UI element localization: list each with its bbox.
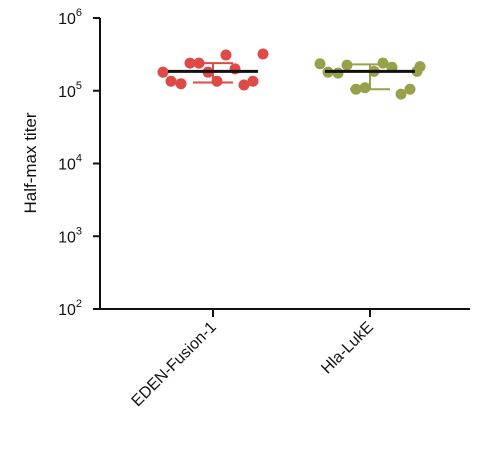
y-tick-label: 106 (58, 7, 82, 28)
data-point (239, 79, 250, 90)
data-point (315, 58, 326, 69)
series-1 (158, 49, 269, 91)
x-category-label: EDEN-Fusion-1 (129, 319, 220, 410)
y-tick-exponent: 6 (76, 7, 82, 19)
data-point (166, 76, 177, 87)
data-point (333, 68, 344, 79)
y-tick-base: 10 (58, 157, 76, 174)
data-point (258, 49, 269, 60)
data-point (360, 82, 371, 93)
series-2 (315, 58, 426, 100)
data-point (212, 76, 223, 87)
y-tick-base: 10 (58, 11, 76, 28)
data-point (221, 50, 232, 61)
data-point (176, 78, 187, 89)
y-tick-base: 10 (58, 84, 76, 101)
axes (99, 18, 470, 309)
y-axis-label: Half-max titer (21, 112, 40, 213)
y-tick-exponent: 2 (76, 298, 82, 310)
y-tick-exponent: 4 (76, 153, 82, 165)
data-point (396, 89, 407, 100)
data-layer (158, 49, 426, 100)
y-tick-exponent: 5 (76, 80, 82, 92)
x-ticks: EDEN-Fusion-1 Hla-LukE (129, 309, 377, 410)
data-point (185, 58, 196, 69)
data-point (378, 58, 389, 69)
x-category-label: Hla-LukE (318, 319, 377, 378)
y-tick-exponent: 3 (76, 225, 82, 237)
y-tick-base: 10 (58, 229, 76, 246)
y-tick-label: 103 (58, 225, 82, 246)
y-tick-label: 102 (58, 298, 82, 319)
y-tick-base: 10 (58, 302, 76, 319)
data-point (342, 60, 353, 71)
y-tick-label: 105 (58, 80, 82, 101)
data-point (158, 67, 169, 78)
y-tick-label: 104 (58, 153, 82, 174)
